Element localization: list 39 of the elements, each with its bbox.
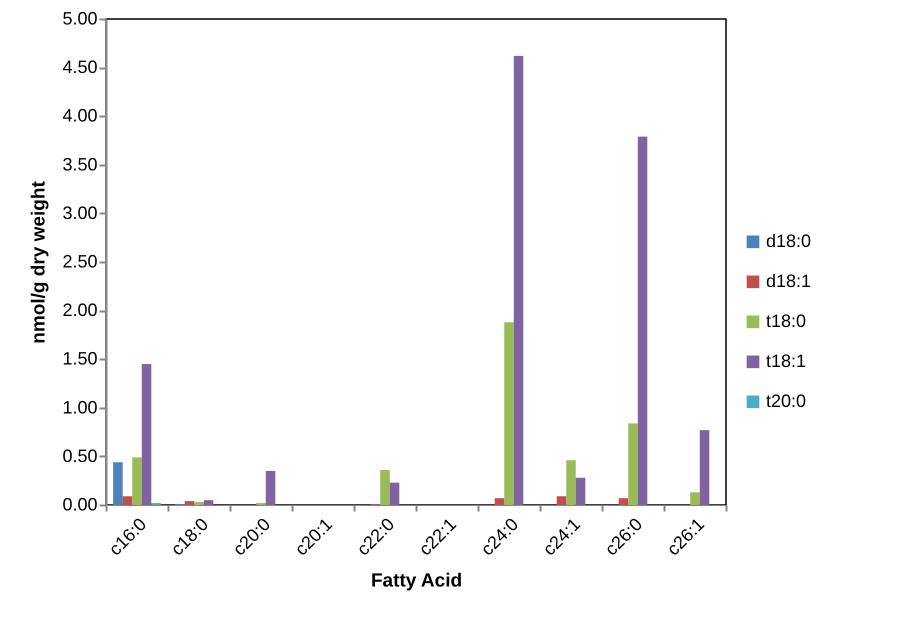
bar <box>132 457 142 505</box>
bar <box>638 136 648 505</box>
y-tick-label: 5.00 <box>62 8 98 28</box>
y-tick-label: 0.50 <box>62 446 98 466</box>
bar <box>494 498 504 505</box>
bar <box>514 56 524 505</box>
y-tick-label: 2.00 <box>62 300 98 320</box>
legend-label: d18:1 <box>766 270 812 291</box>
legend-label: d18:0 <box>766 230 812 251</box>
bar <box>504 322 514 505</box>
y-tick-label: 1.50 <box>62 348 98 369</box>
bar <box>700 430 710 505</box>
bar <box>184 501 194 505</box>
bar <box>266 470 276 505</box>
legend-label: t18:1 <box>766 350 806 371</box>
y-tick-label: 3.00 <box>62 202 98 223</box>
bar <box>628 423 638 505</box>
y-tick-label: 4.00 <box>62 106 98 126</box>
x-axis-title: Fatty Acid <box>370 570 462 592</box>
bar <box>204 500 214 505</box>
y-tick-label: 1.00 <box>62 397 98 418</box>
bar <box>142 364 152 505</box>
y-tick-label: 4.50 <box>62 57 98 78</box>
legend-label: t20:0 <box>766 390 806 411</box>
y-tick-label: 2.50 <box>62 252 98 272</box>
legend-label: t18:0 <box>766 310 806 331</box>
bar <box>690 492 700 505</box>
bar <box>194 502 204 505</box>
bar <box>390 482 400 505</box>
bar <box>113 462 123 505</box>
y-tick-label: 0.00 <box>62 494 98 514</box>
bar <box>556 496 566 505</box>
bar <box>566 460 576 505</box>
bar <box>618 498 628 505</box>
y-axis-title: nmol/g dry weight <box>28 180 50 344</box>
y-tick-label: 3.50 <box>62 154 98 174</box>
bar <box>122 496 132 505</box>
bar <box>576 478 586 505</box>
bar <box>380 470 390 505</box>
